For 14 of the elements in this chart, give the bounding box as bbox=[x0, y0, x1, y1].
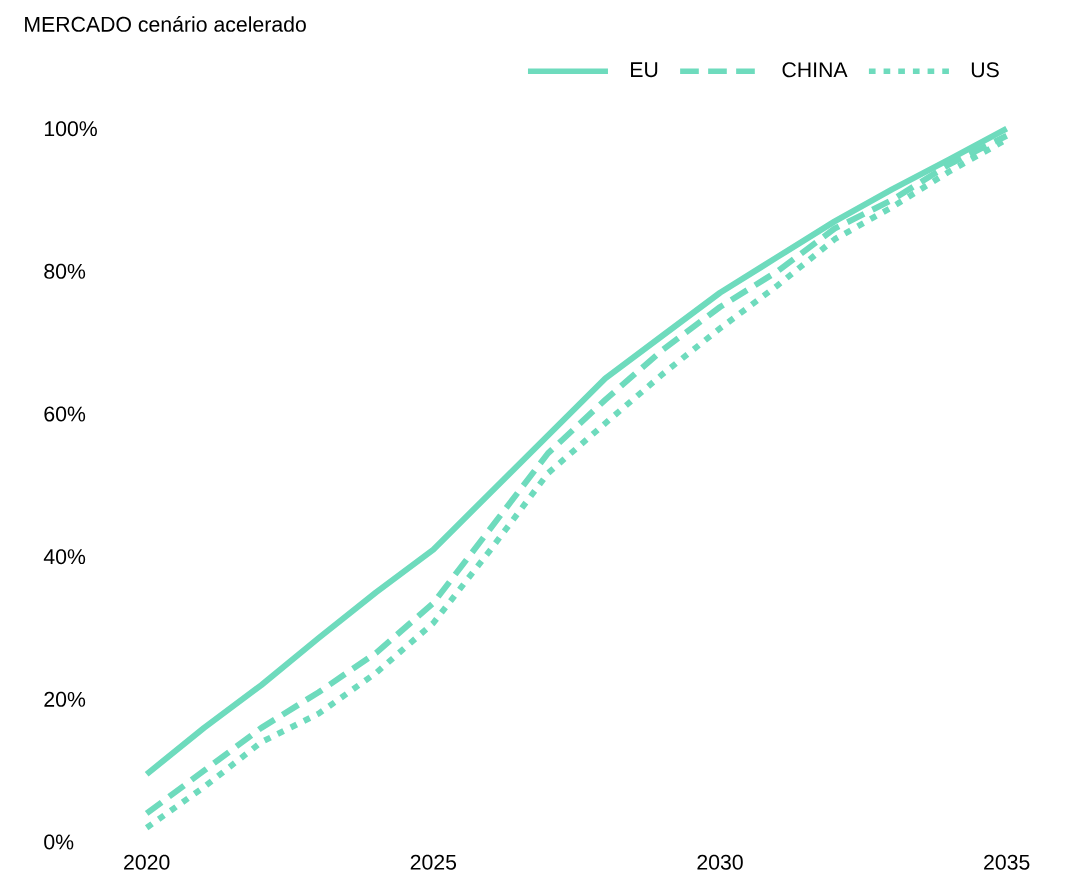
x-tick-label: 2030 bbox=[697, 854, 743, 870]
legend-label: CHINA bbox=[782, 62, 848, 78]
y-tick-label: 100% bbox=[44, 121, 97, 137]
x-tick-label: 2035 bbox=[984, 854, 1030, 870]
y-tick-label: 60% bbox=[44, 406, 86, 422]
chart-title: MERCADO cenário acelerado bbox=[25, 16, 306, 32]
y-tick-label: 0% bbox=[44, 834, 74, 850]
y-tick-label: 20% bbox=[44, 691, 86, 707]
legend-label: EU bbox=[631, 62, 658, 78]
legend-label: US bbox=[971, 62, 999, 78]
y-tick-label: 40% bbox=[43, 549, 86, 565]
x-tick-label: 2025 bbox=[410, 854, 457, 870]
y-tick-label: 80% bbox=[44, 263, 86, 279]
x-tick-label: 2020 bbox=[124, 854, 170, 870]
